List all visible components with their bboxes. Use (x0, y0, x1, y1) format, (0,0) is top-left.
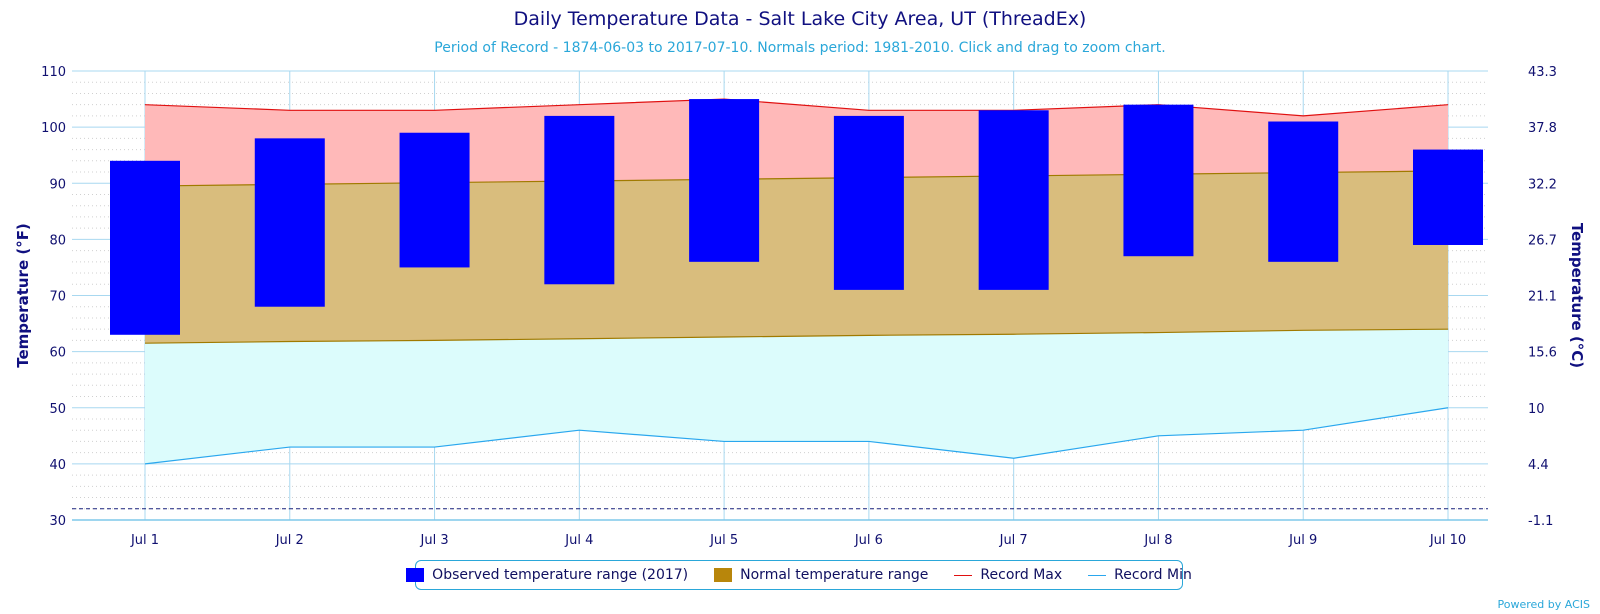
observed-bar (978, 110, 1049, 290)
normal-range-band (145, 170, 1448, 344)
y-right-tick-label: -1.1 (1528, 514, 1553, 529)
chart-subtitle: Period of Record - 1874-06-03 to 2017-07… (434, 40, 1166, 56)
record-min-line (144, 407, 1449, 465)
y-right-tick-label: 32.2 (1528, 177, 1557, 192)
x-tick-label: Jul 9 (1288, 533, 1317, 548)
y-right-tick-label: 4.4 (1528, 458, 1549, 473)
y-tick-label: 60 (49, 346, 66, 361)
normal-high-line (144, 170, 1449, 187)
chart-title: Daily Temperature Data - Salt Lake City … (513, 8, 1087, 30)
y-tick-label: 90 (49, 177, 66, 192)
y-tick-label: 80 (49, 233, 66, 248)
line-layer (72, 98, 1488, 510)
y-right-tick-label: 15.6 (1528, 346, 1557, 361)
y-right-tick-label: 43.3 (1528, 65, 1557, 80)
legend-item-record-max[interactable]: Record Max (954, 567, 1062, 583)
observed-bar (544, 115, 615, 285)
temperature-chart[interactable]: Jul 1 Jul 2 Jul 3 Jul 4 Jul 5 Jul 6 Jul 7 Jul 8… (0, 0, 1600, 560)
record-low-band (145, 329, 1448, 464)
observed-bar (1123, 104, 1194, 257)
record-min-line-icon (1088, 574, 1107, 576)
normal-low-line (144, 328, 1449, 344)
observed-swatch-icon (406, 568, 425, 582)
legend-label-record-min: Record Min (1114, 567, 1192, 583)
y-tick-label: 100 (41, 121, 66, 136)
x-tick-label: Jul 1 (130, 533, 159, 548)
x-tick-label: Jul 10 (1429, 533, 1466, 548)
y-right-tick-label: 21.1 (1528, 290, 1557, 305)
x-tick-label: Jul 4 (564, 533, 593, 548)
axis-layer: Jul 1 Jul 2 Jul 3 Jul 4 Jul 5 Jul 6 Jul 7 Jul 8… (14, 65, 1586, 548)
legend-item-observed[interactable]: Observed temperature range (2017) (406, 567, 688, 583)
y-tick-label: 50 (49, 402, 66, 417)
observed-bar (399, 132, 470, 268)
legend-label-record-max: Record Max (980, 567, 1063, 583)
x-tick-label: Jul 5 (709, 533, 738, 548)
y-tick-label: 40 (49, 458, 66, 473)
band-layer (145, 99, 1448, 464)
y-right-tick-label: 10 (1528, 402, 1545, 417)
observed-bar (1268, 121, 1339, 262)
credit-link[interactable]: Powered by ACIS (1497, 598, 1591, 611)
normal-swatch-icon (714, 568, 733, 582)
bar-layer (110, 99, 1483, 335)
legend-label-normal: Normal temperature range (740, 567, 929, 583)
observed-bar (110, 160, 180, 335)
legend-label-observed: Observed temperature range (2017) (432, 567, 689, 583)
observed-bar (689, 99, 760, 262)
y-tick-label: 110 (41, 65, 66, 80)
legend-item-normal[interactable]: Normal temperature range (714, 567, 928, 583)
x-tick-label: Jul 6 (854, 533, 883, 548)
observed-bar (1413, 149, 1483, 245)
x-tick-label: Jul 2 (275, 533, 304, 548)
y-right-tick-label: 26.7 (1528, 233, 1557, 248)
record-max-line (144, 98, 1449, 117)
record-high-band (145, 99, 1448, 187)
y-axis-title-right: Temperature (°C) (1568, 223, 1586, 368)
observed-bar (254, 138, 325, 307)
y-tick-label: 30 (49, 514, 66, 529)
legend-item-record-min[interactable]: Record Min (1088, 567, 1192, 583)
x-tick-label: Jul 7 (999, 533, 1028, 548)
y-tick-label: 70 (49, 290, 66, 305)
x-tick-label: Jul 8 (1143, 533, 1172, 548)
y-right-tick-label: 37.8 (1528, 121, 1557, 136)
record-max-line-icon (954, 574, 973, 576)
legend: Observed temperature range (2017) Normal… (406, 560, 1192, 590)
y-axis-title: Temperature (°F) (14, 223, 32, 368)
x-tick-label: Jul 3 (420, 533, 449, 548)
observed-bar (833, 115, 904, 290)
